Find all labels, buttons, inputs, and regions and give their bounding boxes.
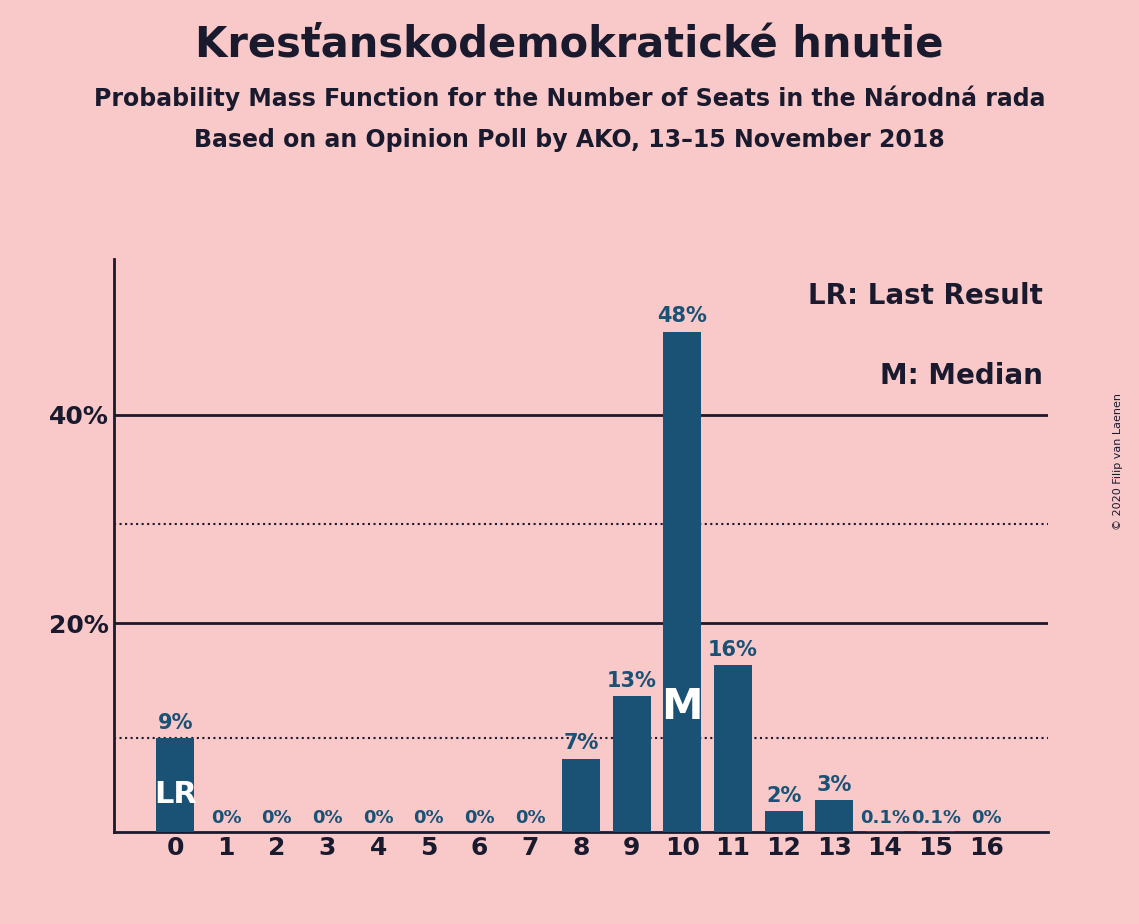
Text: 0%: 0%	[363, 809, 393, 827]
Bar	[714, 665, 752, 832]
Text: 16%: 16%	[708, 639, 757, 660]
Text: 0%: 0%	[312, 809, 343, 827]
Text: 0%: 0%	[262, 809, 292, 827]
Text: © 2020 Filip van Laenen: © 2020 Filip van Laenen	[1114, 394, 1123, 530]
Text: 0%: 0%	[465, 809, 494, 827]
Text: 0%: 0%	[413, 809, 444, 827]
Text: 9%: 9%	[157, 712, 194, 733]
Text: 48%: 48%	[657, 307, 707, 326]
Text: M: M	[662, 686, 703, 727]
Text: Kresťanskodemokratické hnutie: Kresťanskodemokratické hnutie	[195, 23, 944, 65]
Text: 0.1%: 0.1%	[860, 809, 910, 827]
Text: 0%: 0%	[972, 809, 1001, 827]
Text: 0.1%: 0.1%	[911, 809, 960, 827]
Text: M: Median: M: Median	[880, 362, 1043, 390]
Bar	[156, 738, 195, 832]
Text: 3%: 3%	[817, 775, 852, 796]
Bar	[917, 831, 954, 832]
Text: Based on an Opinion Poll by AKO, 13–15 November 2018: Based on an Opinion Poll by AKO, 13–15 N…	[194, 128, 945, 152]
Bar	[816, 800, 853, 832]
Text: 0%: 0%	[515, 809, 546, 827]
Text: LR: Last Result: LR: Last Result	[809, 282, 1043, 310]
Text: 7%: 7%	[563, 734, 599, 753]
Bar	[764, 810, 803, 832]
Text: Probability Mass Function for the Number of Seats in the Národná rada: Probability Mass Function for the Number…	[93, 85, 1046, 111]
Text: 2%: 2%	[765, 785, 802, 806]
Text: LR: LR	[154, 780, 197, 808]
Text: 13%: 13%	[607, 671, 656, 691]
Bar	[663, 332, 702, 832]
Text: 0%: 0%	[211, 809, 241, 827]
Bar	[562, 759, 600, 832]
Bar	[613, 696, 650, 832]
Bar	[866, 831, 904, 832]
